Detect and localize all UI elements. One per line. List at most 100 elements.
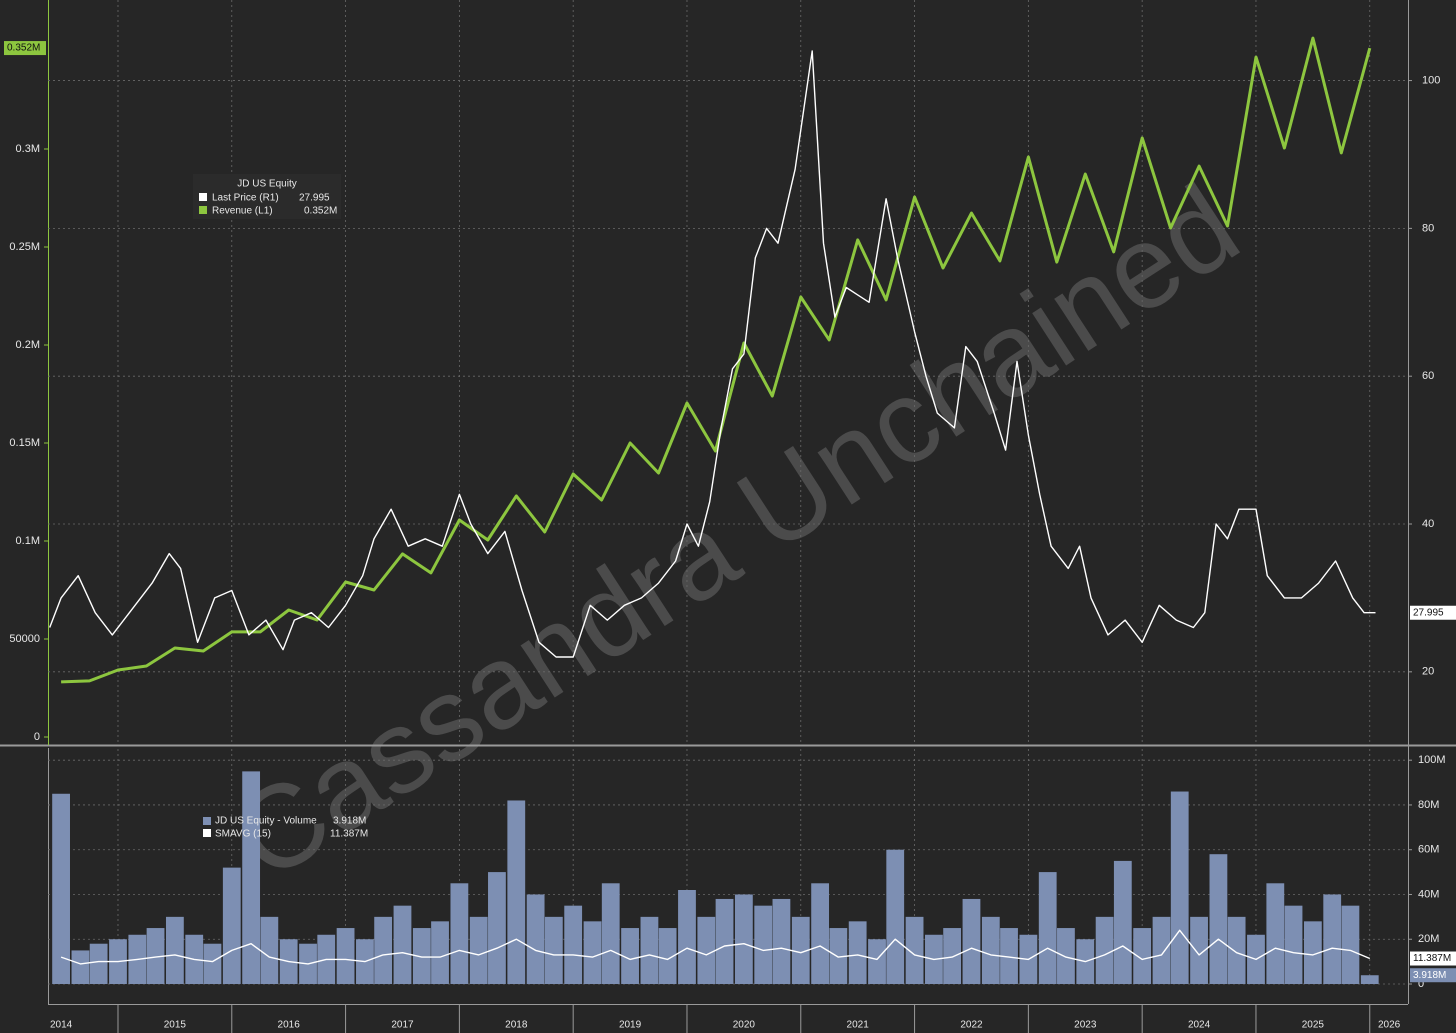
y-tick-label: 80M: [1418, 799, 1439, 811]
volume-bar: [374, 916, 393, 984]
volume-bar: [1209, 854, 1228, 984]
volume-bar: [71, 950, 90, 984]
tag-layer: 27.995 0.352M 3.918M 11.387M: [4, 41, 1456, 983]
volume-bar: [1266, 883, 1285, 984]
x-tick-label: 2019: [619, 1020, 642, 1031]
volume-bar: [469, 916, 488, 984]
x-tick-label: 2024: [1188, 1020, 1211, 1031]
volume-bar: [1303, 921, 1322, 984]
volume-bar: [1360, 975, 1379, 984]
volume-bar: [1038, 872, 1057, 984]
volume-bar: [544, 916, 563, 984]
value-tag: 0.352M: [7, 43, 40, 54]
y-tick-label: 0.1M: [16, 535, 40, 547]
volume-bar: [488, 872, 506, 984]
volume-bar: [260, 916, 279, 984]
volume-bar: [1341, 905, 1360, 984]
legend-value: 0.352M: [304, 206, 337, 217]
legend-label: SMAVG (15): [215, 829, 271, 840]
legend-box: [193, 174, 341, 219]
volume-bar: [1323, 894, 1342, 984]
volume-bar: [1113, 860, 1132, 984]
y-tick-label: 0: [1418, 978, 1424, 990]
y-tick-label: 0.3M: [16, 143, 40, 155]
volume-bar: [89, 943, 108, 984]
value-tag: 11.387M: [1413, 953, 1451, 964]
y-tick-label: 40M: [1418, 888, 1439, 900]
legend-swatch: [199, 206, 207, 214]
y2-tick-label: 40: [1422, 518, 1434, 530]
volume-bar: [848, 921, 867, 984]
y2-tick-label: 80: [1422, 222, 1434, 234]
legend-label: Last Price (R1): [212, 193, 279, 204]
volume-bar: [583, 921, 602, 984]
volume-bar: [715, 898, 734, 984]
y-tick-label: 0: [34, 731, 40, 743]
legend-swatch: [199, 193, 207, 201]
value-tag-box: [1410, 968, 1456, 983]
volume-bar: [1133, 928, 1152, 984]
value-tag-box: [1410, 605, 1456, 620]
y-tick-label: 0.15M: [9, 437, 40, 449]
volume-bar: [1057, 928, 1075, 984]
volume-bar: [868, 939, 886, 984]
legend-label: Revenue (L1): [212, 206, 273, 217]
volume-bar: [886, 849, 905, 984]
price-legend: JD US Equity Last Price (R1) 27.995 Reve…: [193, 174, 341, 219]
legend-swatch: [203, 829, 211, 837]
y2-tick-label: 100: [1422, 74, 1440, 86]
plot-layer: 0 50000 0.1M 0.15M 0.2M 0.25M 0.3M 20 40 60 80 100 0…: [9, 0, 1446, 1033]
volume-bar: [1227, 916, 1246, 984]
x-tick-label: 2022: [960, 1020, 983, 1031]
value-tag-box: [1410, 951, 1456, 966]
value-tag: 3.918M: [1413, 970, 1446, 981]
volume-bar: [242, 771, 261, 984]
y-tick-label: 20M: [1418, 933, 1439, 945]
volume-bar: [393, 905, 412, 984]
y-tick-label: 50000: [9, 633, 40, 645]
volume-bar: [1190, 916, 1208, 984]
volume-bar: [678, 890, 696, 984]
volume-bar: [1152, 916, 1171, 984]
volume-bar: [431, 921, 449, 984]
legend-value: 3.918M: [333, 816, 366, 827]
volume-bar: [658, 928, 677, 984]
y-tick-label: 0.2M: [16, 339, 40, 351]
volume-bar: [962, 898, 981, 984]
volume-bar: [1095, 916, 1114, 984]
volume-bar: [640, 916, 659, 984]
volume-bar: [1170, 791, 1189, 984]
volume-bar: [1000, 928, 1018, 984]
volume-bar: [905, 916, 924, 984]
x-tick-label: 2018: [505, 1020, 528, 1031]
revenue-line: [61, 36, 1372, 684]
x-tick-label: 2014: [50, 1020, 73, 1031]
value-tag-box: [4, 41, 46, 56]
volume-bar: [146, 928, 165, 984]
x-tick-label: 2026: [1378, 1020, 1401, 1031]
volume-bar: [754, 905, 773, 984]
y2-tick-label: 20: [1422, 666, 1434, 678]
legend-swatch: [203, 817, 211, 825]
x-tick-label: 2021: [847, 1020, 870, 1031]
x-tick-label: 2025: [1302, 1020, 1325, 1031]
volume-bar: [772, 898, 791, 984]
volume-bar: [1284, 905, 1303, 984]
volume-bar: [811, 883, 830, 984]
x-tick-label: 2015: [164, 1020, 187, 1031]
y-tick-label: 60M: [1418, 844, 1439, 856]
volume-bar: [526, 894, 545, 984]
volume-bar: [222, 867, 241, 984]
legend-value: 11.387M: [330, 829, 368, 840]
x-tick-label: 2017: [391, 1020, 414, 1031]
volume-bar: [52, 793, 70, 984]
volume-bar: [943, 928, 962, 984]
legend-title: JD US Equity: [237, 179, 296, 190]
volume-bar: [450, 883, 469, 984]
legend-label: JD US Equity - Volume: [215, 816, 317, 827]
volume-bar: [981, 916, 1000, 984]
x-tick-label: 2016: [278, 1020, 301, 1031]
volume-bar: [601, 883, 620, 984]
volume-bar: [336, 928, 355, 984]
